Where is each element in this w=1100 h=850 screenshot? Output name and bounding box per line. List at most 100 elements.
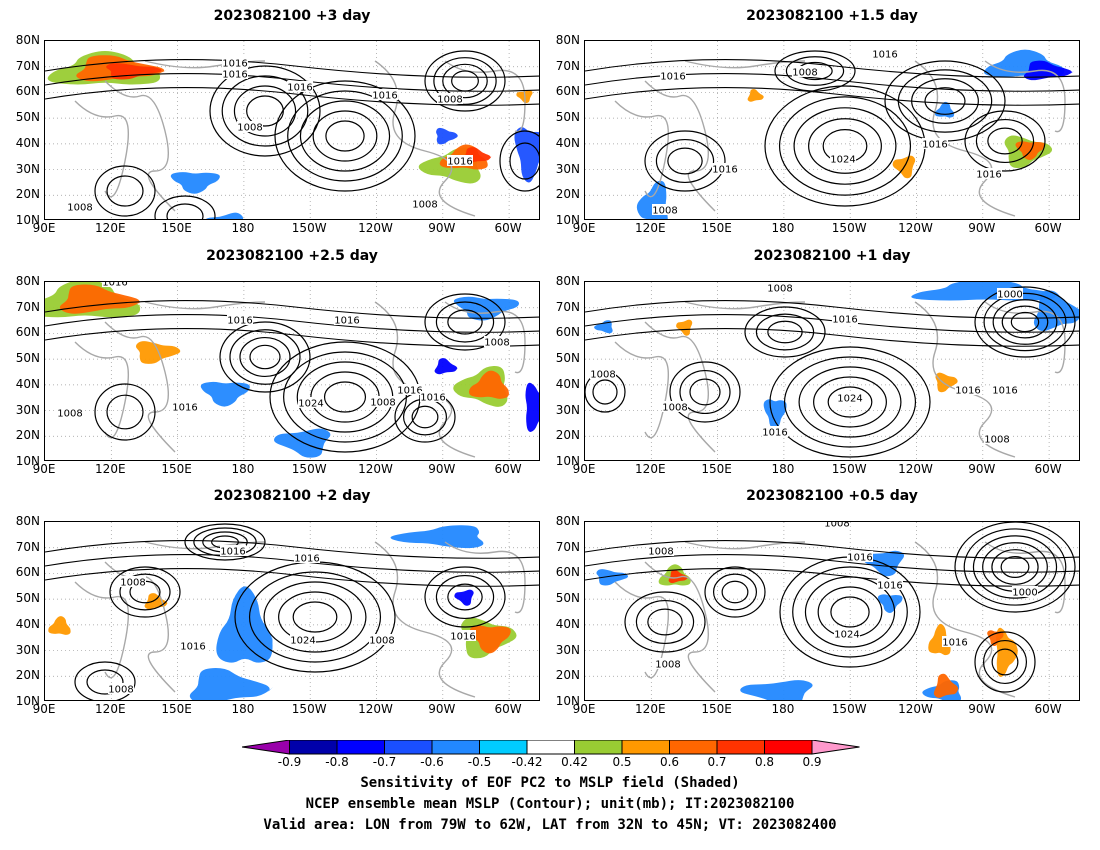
colorbar-label: -0.42 xyxy=(511,755,543,769)
contour-label-bg xyxy=(712,163,738,174)
lon-tick-label: 120E xyxy=(95,221,126,235)
mslp-contour xyxy=(45,554,539,573)
lon-tick-label: 60W xyxy=(1034,221,1062,235)
mslp-contour xyxy=(972,535,1058,599)
coastline xyxy=(614,100,669,198)
contour-label: 1016 xyxy=(102,282,127,289)
mslp-contour xyxy=(246,95,284,127)
mslp-contour xyxy=(447,583,483,611)
contour-label-bg xyxy=(437,93,463,104)
coastline xyxy=(914,541,1016,698)
mslp-contour xyxy=(813,376,887,428)
contour-label-bg xyxy=(222,57,248,68)
lon-tick-label: 90W xyxy=(968,702,996,716)
contour-label-bg xyxy=(237,121,263,132)
lat-tick-label: 30N xyxy=(555,161,580,176)
lon-tick-label: 60W xyxy=(494,221,522,235)
mslp-contour xyxy=(755,313,815,351)
mslp-contour xyxy=(229,329,301,385)
coastline xyxy=(614,581,669,679)
contour-label: 1016 xyxy=(450,632,475,643)
lon-tick-label: 180 xyxy=(771,221,795,235)
contour-label: 1016 xyxy=(372,91,397,102)
lon-tick-label: 180 xyxy=(771,462,795,476)
contour-label-bg xyxy=(370,396,396,407)
map-panel: 1008 1008 1016 1016 1000 1024 1016 1008 xyxy=(584,521,1080,701)
sensitivity-shade xyxy=(274,428,331,458)
mslp-contour xyxy=(287,90,403,182)
mslp-contour xyxy=(963,528,1067,606)
mslp-contour xyxy=(785,56,845,86)
mslp-contour xyxy=(764,85,926,207)
lat-tick-label: 80N xyxy=(555,33,580,47)
panel-title: 2023082100 +1.5 day xyxy=(746,8,918,24)
contour-label: 1008 xyxy=(662,403,687,414)
lon-tick-label: 60W xyxy=(494,702,522,716)
contour-label-bg xyxy=(120,576,146,587)
mslp-contour xyxy=(585,59,1079,78)
coastline xyxy=(74,581,129,679)
mslp-contour xyxy=(1010,311,1040,333)
mslp-contour xyxy=(974,286,1076,358)
mslp-contour xyxy=(94,383,156,441)
lon-tick-label: 120W xyxy=(898,462,933,476)
lat-tick-label: 20N xyxy=(555,187,580,202)
contour-label: 1008 xyxy=(652,206,677,217)
mslp-contour xyxy=(778,96,912,196)
contour-label: 1008 xyxy=(412,200,437,211)
colorbar-swatch xyxy=(336,740,385,755)
lat-tick-label: 40N xyxy=(15,376,40,391)
contour-label-bg xyxy=(837,392,863,403)
contour-label-bg xyxy=(648,545,674,556)
mslp-contour xyxy=(647,608,683,636)
contour-label: 1016 xyxy=(942,638,967,649)
contour-label-bg xyxy=(369,634,395,645)
contour-label-bg xyxy=(294,552,320,563)
lat-tick-label: 30N xyxy=(555,402,580,417)
contour-label-bg xyxy=(67,201,93,212)
lon-tick-label: 60W xyxy=(494,462,522,476)
contour-label-bg xyxy=(792,66,818,77)
lon-tick-label: 150W xyxy=(291,702,327,716)
contour-label: 1000 xyxy=(1012,588,1037,599)
mslp-contour xyxy=(774,50,856,92)
sensitivity-shade xyxy=(911,282,1058,301)
map-canvas: 1016 1016 1008 1016 1024 1008 1016 1008 xyxy=(45,522,539,700)
lat-tick-label: 20N xyxy=(555,668,580,683)
contour-label: 1008 xyxy=(484,338,509,349)
contour-label-bg xyxy=(334,314,360,325)
mslp-contour xyxy=(991,549,1039,585)
contour-label: 1008 xyxy=(590,370,615,381)
lon-tick-label: 90E xyxy=(32,702,56,716)
mslp-contour xyxy=(830,596,870,628)
lat-tick-label: 50N xyxy=(555,351,580,366)
sensitivity-shade xyxy=(928,623,951,656)
lat-tick-label: 20N xyxy=(15,428,40,443)
contour-label-bg xyxy=(450,630,476,641)
lon-tick-label: 150E xyxy=(701,462,732,476)
mslp-contour xyxy=(74,661,136,700)
mslp-contour xyxy=(655,138,715,184)
mslp-contour xyxy=(166,203,204,219)
lat-tick-label: 50N xyxy=(15,351,40,366)
colorbar-label: -0.6 xyxy=(420,755,444,769)
contour-label-bg xyxy=(287,81,313,92)
lat-tick-label: 70N xyxy=(15,299,40,314)
coastline xyxy=(984,541,1066,614)
lat-tick-label: 60N xyxy=(15,565,40,580)
mslp-contour xyxy=(239,336,291,378)
sensitivity-shade xyxy=(468,370,510,399)
contour-label: 1008 xyxy=(67,203,92,214)
sensitivity-shade xyxy=(747,88,765,102)
contour-label-bg xyxy=(652,204,678,215)
mslp-contour xyxy=(451,70,479,92)
contour-label-bg xyxy=(172,401,198,412)
contour-label: 1008 xyxy=(237,123,262,134)
lon-tick-label: 120E xyxy=(635,462,666,476)
sensitivity-shade xyxy=(1033,290,1079,332)
lat-tick-label: 60N xyxy=(555,325,580,340)
lat-tick-label: 70N xyxy=(555,299,580,314)
panel-title: 2023082100 +1 day xyxy=(753,248,911,264)
mslp-contour xyxy=(798,366,902,438)
mslp-contour xyxy=(263,581,367,653)
